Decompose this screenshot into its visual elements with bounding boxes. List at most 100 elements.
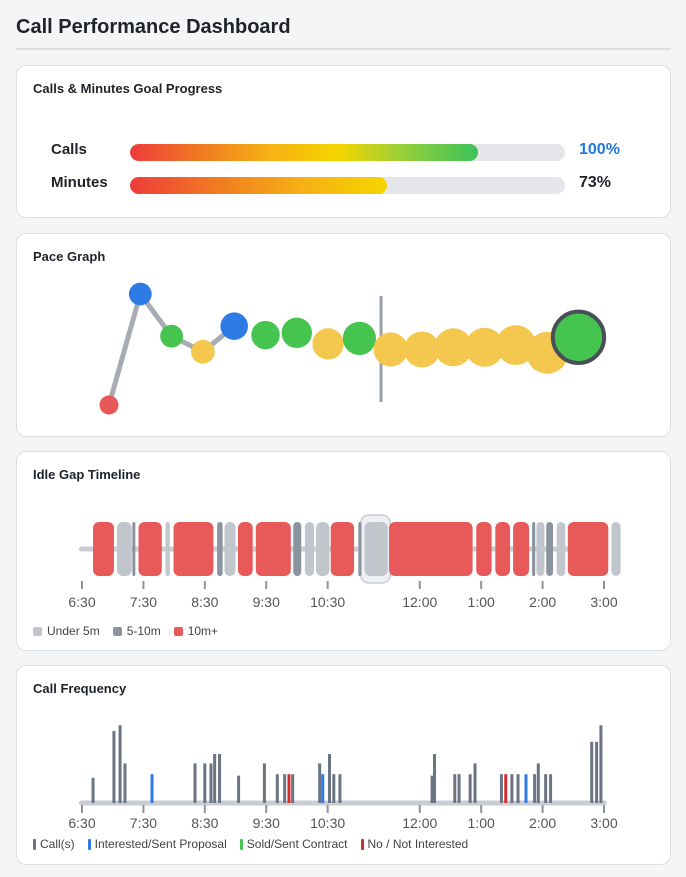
frequency-track xyxy=(79,800,607,806)
idle-gap-block xyxy=(476,522,492,576)
frequency-bar xyxy=(453,774,457,803)
idle-gap-block xyxy=(532,522,536,576)
axis-tick-label: 1:00 xyxy=(468,815,495,831)
pace-line xyxy=(106,291,236,406)
frequency-bar xyxy=(118,725,122,803)
frequency-bar xyxy=(549,774,553,803)
frequency-bar xyxy=(283,774,287,803)
axis-tick-label: 9:30 xyxy=(253,594,280,610)
pace-graph-title: Pace Graph xyxy=(33,249,106,264)
axis-tick-label: 3:00 xyxy=(590,594,617,610)
idle-gap-block xyxy=(138,522,162,576)
call-frequency-legend: Call(s) Interested/Sent Proposal Sold/Se… xyxy=(33,837,481,851)
call-frequency-plot: 6:30 7:30 8:30 9:30 10:30 12:00 1:00 2:00 3:00 xyxy=(68,725,618,831)
idle-gap-block xyxy=(237,522,253,576)
idle-gap-timeline: 6:30 7:30 8:30 9:30 10:30 12:00 1:00 2:00 3:00 xyxy=(68,514,621,610)
pace-point xyxy=(373,332,408,367)
legend-not-interested: No / Not Interested xyxy=(360,837,468,851)
goal-progress-title: Calls & Minutes Goal Progress xyxy=(33,81,223,96)
idle-gap-block xyxy=(567,522,609,576)
pace-point xyxy=(99,395,119,415)
pace-point xyxy=(434,328,473,367)
idle-gap-block xyxy=(364,522,388,576)
idle-gap-block xyxy=(132,522,136,576)
idle-gap-block xyxy=(495,522,511,576)
idle-gap-block xyxy=(546,522,554,576)
legend-10m-plus: 10m+ xyxy=(173,624,218,638)
calls-goal-percent: 100% xyxy=(579,141,620,158)
frequency-bar xyxy=(510,774,514,803)
frequency-bar xyxy=(338,774,342,803)
frequency-bar xyxy=(321,774,325,803)
calls-goal-row: Calls 100% xyxy=(17,140,670,161)
calls-goal-track xyxy=(130,144,565,161)
idle-gap-block xyxy=(165,522,170,576)
idle-gap-block xyxy=(358,522,362,576)
pace-graph-card: Pace Graph xyxy=(16,233,671,437)
axis-tick-label: 2:00 xyxy=(529,815,556,831)
idle-gap-block xyxy=(255,522,291,576)
pace-point xyxy=(465,327,505,367)
frequency-bar xyxy=(287,774,291,803)
frequency-bar xyxy=(332,774,336,803)
frequency-bar xyxy=(262,763,266,803)
frequency-bar xyxy=(524,774,528,803)
call-frequency-card: Call Frequency 6:30 7:30 8:30 9:30 10:30 12:0… xyxy=(16,665,671,865)
frequency-bar xyxy=(536,763,540,803)
frequency-bar xyxy=(533,774,537,803)
idle-gap-block xyxy=(217,522,223,576)
frequency-bar xyxy=(544,774,548,803)
frequency-bar xyxy=(237,775,241,803)
pace-point xyxy=(251,320,280,350)
legend-swatch xyxy=(33,838,36,850)
legend-label: 5-10m xyxy=(126,624,161,638)
frequency-bar xyxy=(516,774,520,803)
legend-interested: Interested/Sent Proposal xyxy=(87,837,227,851)
title-divider xyxy=(16,48,671,50)
minutes-goal-fill xyxy=(130,177,387,194)
legend-label: Sold/Sent Contract xyxy=(246,837,348,851)
frequency-bar xyxy=(318,763,322,803)
legend-swatch xyxy=(33,626,42,636)
axis-tick-label: 12:00 xyxy=(402,815,437,831)
idle-gap-block xyxy=(330,522,355,576)
legend-swatch xyxy=(239,838,243,850)
idle-gap-block xyxy=(224,522,236,576)
frequency-bar xyxy=(203,763,207,803)
idle-gap-block xyxy=(389,522,473,576)
idle-gap-block xyxy=(611,522,621,576)
page-title: Call Performance Dashboard xyxy=(16,16,291,38)
frequency-bar xyxy=(193,763,197,803)
idle-gap-card: Idle Gap Timeline 6:30 7:30 8:30 9:30 10:30 1… xyxy=(16,451,671,651)
legend-label: Under 5m xyxy=(47,624,100,638)
idle-gap-block xyxy=(513,522,530,576)
idle-gap-block xyxy=(315,522,330,576)
idle-gap-block xyxy=(93,522,114,576)
frequency-bar xyxy=(433,754,437,803)
legend-swatch xyxy=(173,626,183,636)
idle-gap-block xyxy=(304,522,315,576)
axis-tick-label: 3:00 xyxy=(590,815,617,831)
frequency-bar xyxy=(457,774,461,803)
axis-tick-label: 1:00 xyxy=(468,594,495,610)
frequency-bar xyxy=(430,775,434,803)
goal-progress-card: Calls & Minutes Goal Progress Calls 100%… xyxy=(16,65,671,218)
axis-tick-label: 10:30 xyxy=(310,815,345,831)
legend-swatch xyxy=(87,838,91,850)
frequency-bar xyxy=(150,774,154,803)
axis-tick-label: 9:30 xyxy=(253,815,280,831)
frequency-bar xyxy=(595,741,599,803)
frequency-bar xyxy=(218,754,222,803)
pace-point xyxy=(281,317,312,349)
frequency-bar xyxy=(213,754,217,803)
frequency-bar xyxy=(590,741,594,803)
axis-tick-label: 6:30 xyxy=(68,594,95,610)
idle-gap-block xyxy=(536,522,545,576)
legend-swatch xyxy=(360,838,364,850)
minutes-goal-row: Minutes 73% xyxy=(17,173,670,194)
legend-calls: Call(s) xyxy=(33,837,75,851)
axis-tick-label: 8:30 xyxy=(191,594,218,610)
pace-point-current xyxy=(550,309,607,365)
axis-tick-label: 12:00 xyxy=(402,594,437,610)
frequency-bar xyxy=(123,763,127,803)
